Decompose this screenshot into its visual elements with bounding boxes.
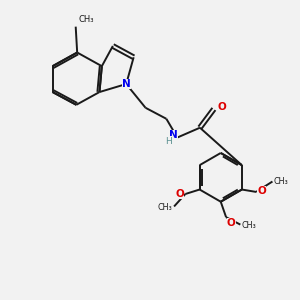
- Text: O: O: [176, 189, 184, 199]
- Text: O: O: [257, 186, 266, 196]
- Text: N: N: [122, 79, 130, 89]
- Text: N: N: [169, 130, 178, 140]
- Text: CH₃: CH₃: [158, 202, 172, 211]
- Text: O: O: [218, 103, 226, 112]
- Text: O: O: [227, 218, 236, 228]
- Text: H: H: [165, 136, 172, 146]
- Text: CH₃: CH₃: [78, 15, 94, 24]
- Text: CH₃: CH₃: [242, 221, 256, 230]
- Text: CH₃: CH₃: [274, 177, 289, 186]
